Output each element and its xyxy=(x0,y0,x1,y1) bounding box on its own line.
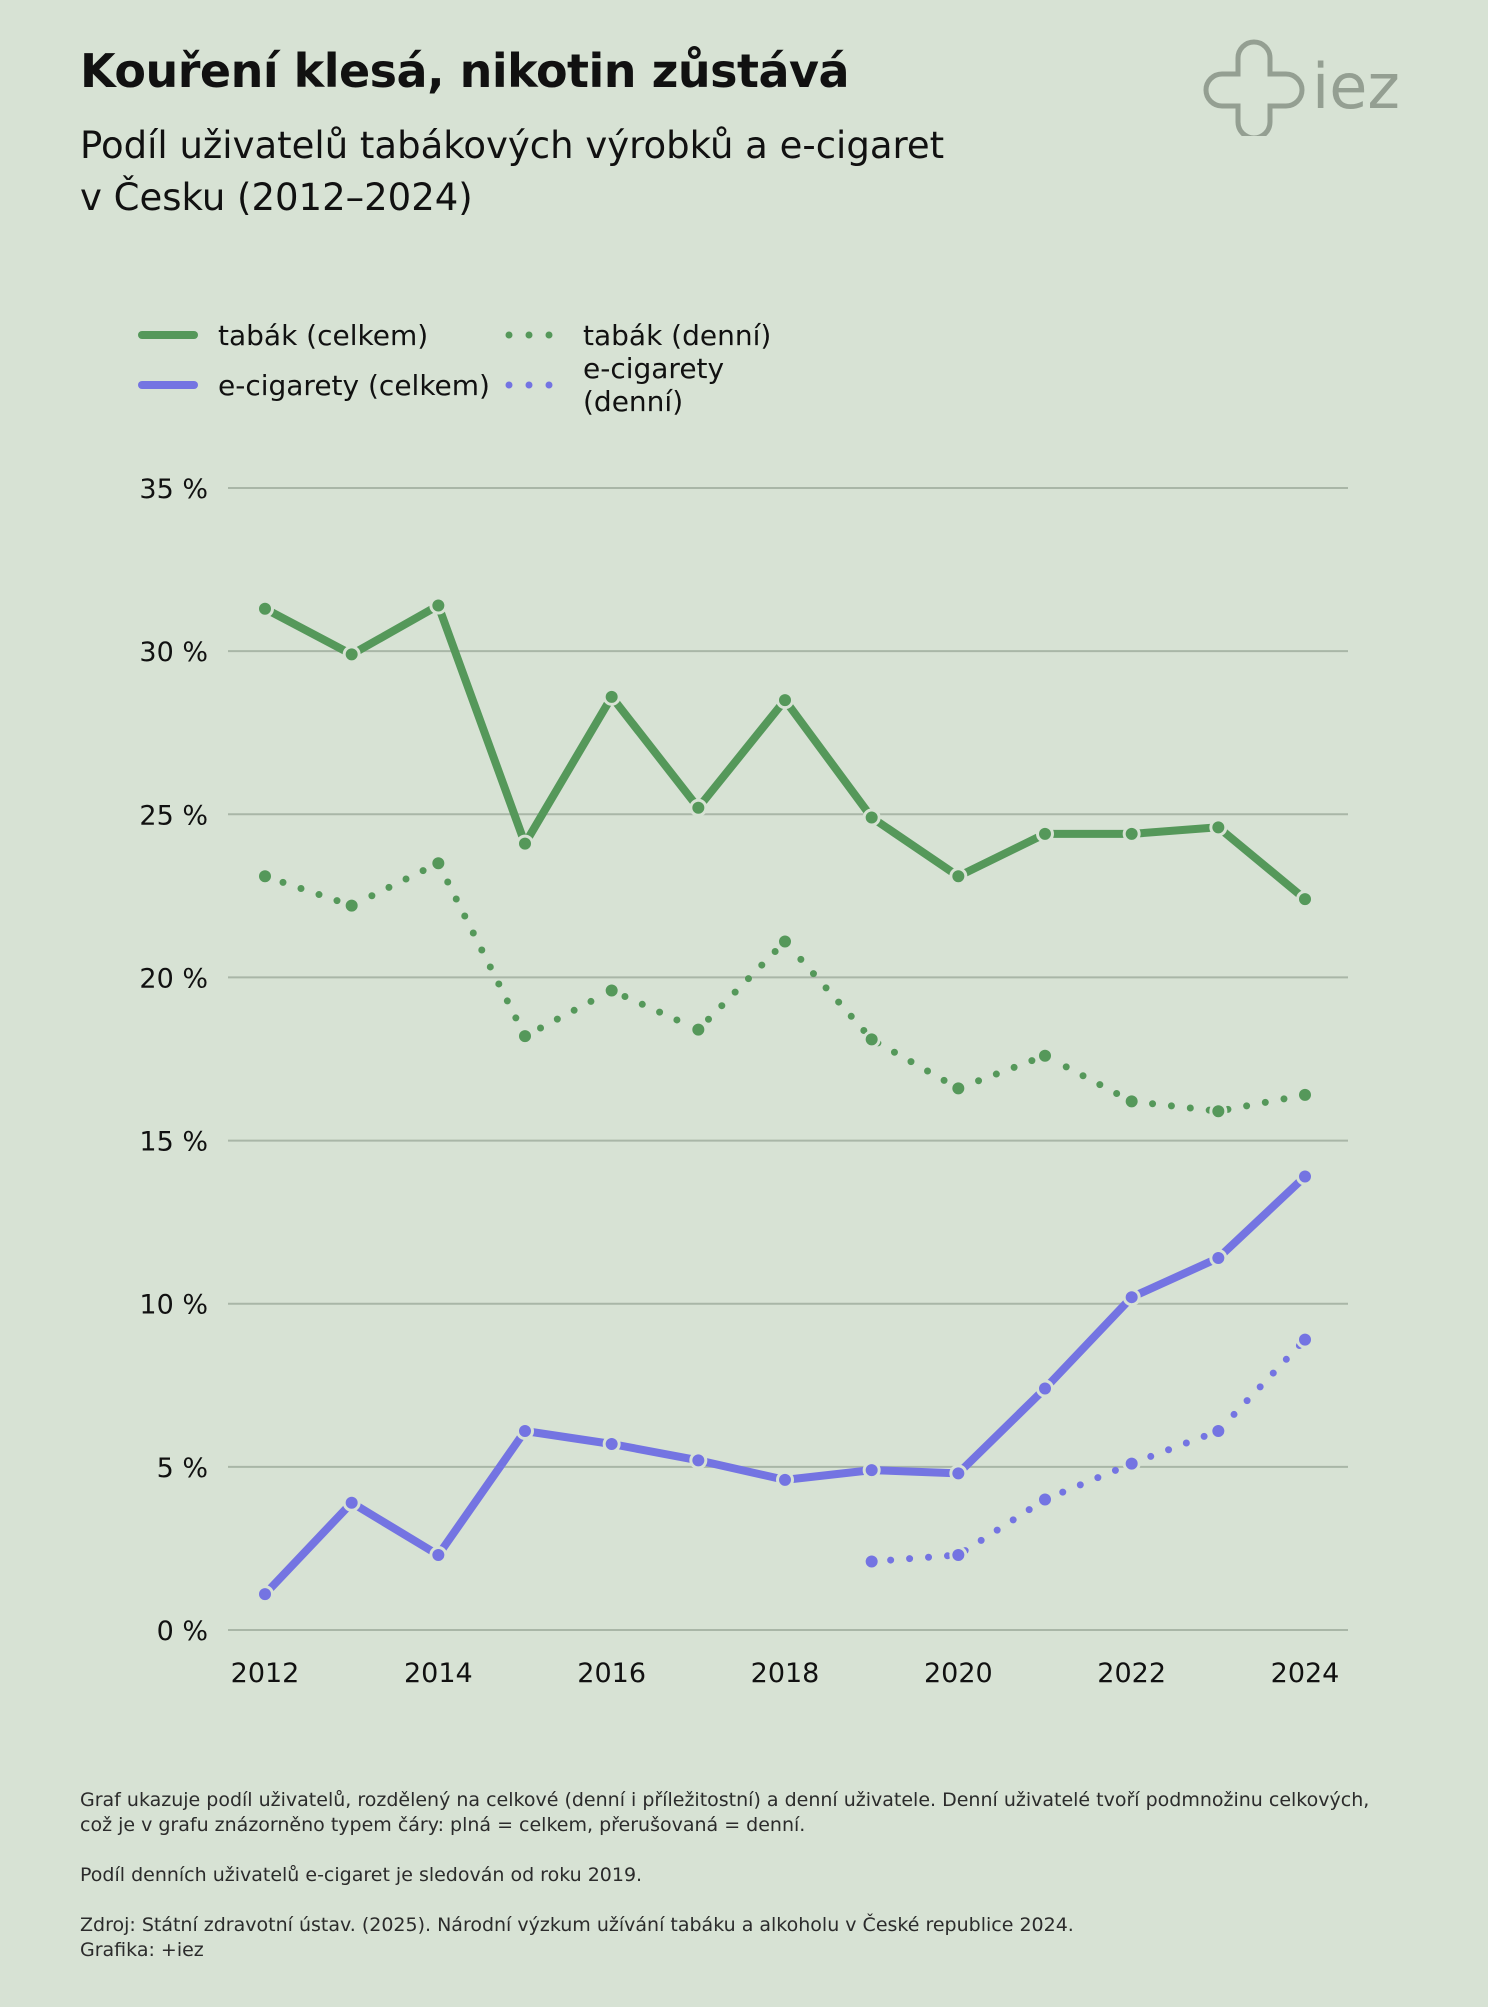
data-point xyxy=(1296,1085,1314,1104)
logo-text: iez xyxy=(1312,50,1400,123)
data-point xyxy=(1209,1102,1228,1121)
data-point xyxy=(1296,890,1314,909)
note-ecig-daily: Podíl denních uživatelů e-cigaret je sle… xyxy=(80,1864,643,1886)
legend-item-ecig-total: e-cigarety (celkem) xyxy=(138,368,503,402)
series-line-1 xyxy=(261,859,1309,1115)
y-tick-label: 5 % xyxy=(157,1453,208,1484)
data-point xyxy=(1122,824,1141,843)
data-point xyxy=(342,645,361,664)
data-point xyxy=(1036,1046,1054,1065)
x-tick-label: 2022 xyxy=(1097,1658,1166,1689)
data-point xyxy=(516,1027,534,1046)
credit-text: Grafika: +iez xyxy=(80,1939,204,1961)
data-point xyxy=(516,834,534,853)
chart-legend: tabák (celkem) tabák (denní) e-cigarety … xyxy=(138,318,833,418)
data-point xyxy=(342,1493,361,1512)
y-tick-label: 10 % xyxy=(139,1290,208,1321)
data-point xyxy=(429,596,448,615)
y-tick-label: 25 % xyxy=(139,800,208,831)
data-point xyxy=(862,808,881,827)
data-point xyxy=(776,691,794,710)
data-point xyxy=(776,932,794,951)
data-point xyxy=(429,854,448,873)
data-point xyxy=(1036,1490,1054,1509)
data-point xyxy=(689,1020,708,1039)
chart-title: Kouření klesá, nikotin zůstává xyxy=(80,44,850,98)
legend-label: tabák (denní) xyxy=(583,318,772,352)
data-point xyxy=(602,687,621,706)
data-point xyxy=(1209,1249,1228,1268)
data-point xyxy=(256,867,274,886)
data-point xyxy=(1122,1454,1141,1473)
series-line-3 xyxy=(868,1336,1309,1565)
data-point xyxy=(949,1079,968,1098)
data-point xyxy=(689,1451,708,1470)
data-point xyxy=(949,1464,968,1483)
data-point xyxy=(1209,1421,1228,1440)
dotted-line-swatch xyxy=(505,331,563,339)
solid-line-swatch xyxy=(138,381,198,389)
data-point xyxy=(1122,1288,1141,1307)
data-point xyxy=(256,1585,274,1604)
note-source: Zdroj: Státní zdravotní ústav. (2025). N… xyxy=(80,1913,1400,1963)
clover-icon xyxy=(1203,39,1305,136)
y-tick-label: 20 % xyxy=(139,963,208,994)
legend-label: tabák (celkem) xyxy=(218,318,429,352)
y-tick-label: 30 % xyxy=(139,637,208,668)
data-point xyxy=(949,867,968,886)
legend-item-tobacco-total: tabák (celkem) xyxy=(138,318,503,352)
legend-label: e-cigarety (denní) xyxy=(583,352,725,418)
legend-item-ecig-daily: e-cigarety (denní) xyxy=(503,352,833,418)
data-point xyxy=(776,1470,794,1489)
data-point xyxy=(949,1545,968,1564)
chart-subtitle: Podíl uživatelů tabákových výrobků a e-c… xyxy=(80,120,980,224)
subtitle-line-1: Podíl uživatelů tabákových výrobků a e-c… xyxy=(80,124,945,167)
note-description: Graf ukazuje podíl uživatelů, rozdělený … xyxy=(80,1789,1370,1836)
data-point xyxy=(689,798,708,817)
data-point xyxy=(862,1461,881,1480)
series-line-2 xyxy=(261,1172,1309,1599)
data-point xyxy=(516,1421,534,1440)
y-tick-label: 35 % xyxy=(139,474,208,505)
data-point xyxy=(862,1552,881,1571)
data-point xyxy=(1296,1167,1314,1186)
data-point xyxy=(602,1435,621,1454)
legend-item-tobacco-daily: tabák (denní) xyxy=(503,318,833,352)
chart-notes: Graf ukazuje podíl uživatelů, rozdělený … xyxy=(80,1788,1400,1963)
y-tick-label: 0 % xyxy=(157,1616,208,1647)
data-point xyxy=(1036,1379,1054,1398)
legend-label: e-cigarety (celkem) xyxy=(218,368,490,402)
data-point xyxy=(1209,818,1228,837)
data-point xyxy=(862,1030,881,1049)
x-tick-label: 2012 xyxy=(231,1658,300,1689)
iez-logo: iez xyxy=(1203,39,1400,136)
data-point xyxy=(602,981,621,1000)
line-chart: 0 % 5 % 10 % 15 % 20 % 25 % 30 % 35 % 2012 2014 20… xyxy=(139,474,1348,1689)
x-tick-label: 2014 xyxy=(404,1658,473,1689)
data-point xyxy=(1036,824,1054,843)
source-text: Zdroj: Státní zdravotní ústav. (2025). N… xyxy=(80,1914,1074,1936)
x-tick-label: 2016 xyxy=(577,1658,646,1689)
dotted-line-swatch xyxy=(505,381,563,389)
data-point xyxy=(342,896,361,915)
x-tick-label: 2018 xyxy=(751,1658,820,1689)
data-point xyxy=(429,1545,448,1564)
data-point xyxy=(1296,1330,1314,1349)
x-tick-label: 2024 xyxy=(1271,1658,1340,1689)
subtitle-line-2: v Česku (2012–2024) xyxy=(80,176,473,219)
data-point xyxy=(1122,1092,1141,1111)
series-line-0 xyxy=(261,601,1309,904)
solid-line-swatch xyxy=(138,331,198,339)
y-tick-label: 15 % xyxy=(139,1127,208,1158)
x-tick-label: 2020 xyxy=(924,1658,993,1689)
data-point xyxy=(256,599,274,618)
